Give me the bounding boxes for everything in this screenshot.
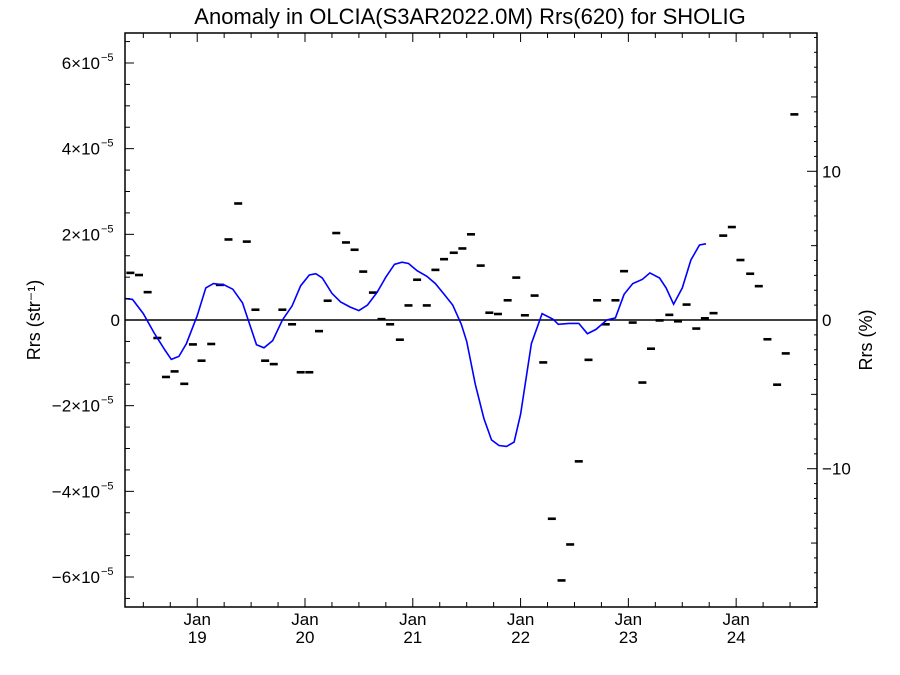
y-left-tick-exponent: −5 xyxy=(101,395,114,407)
y-left-tick-label: 4×10 xyxy=(62,140,100,159)
x-tick-label-year: 21 xyxy=(403,628,422,647)
x-tick-label-month: Jan xyxy=(722,610,749,629)
x-tick-label-month: Jan xyxy=(507,610,534,629)
y-left-tick-label: −6×10 xyxy=(52,568,100,587)
y-axis-left-label: Rrs (str⁻¹) xyxy=(24,280,44,360)
y-axis-right-label: Rrs (%) xyxy=(856,310,876,371)
y-right-tick-label: 10 xyxy=(822,162,841,181)
y-left-tick-exponent: −5 xyxy=(101,566,114,578)
x-tick-label-month: Jan xyxy=(399,610,426,629)
y-left-tick-exponent: −5 xyxy=(101,52,114,64)
y-left-tick-exponent: −5 xyxy=(101,480,114,492)
x-tick-label-month: Jan xyxy=(184,610,211,629)
y-left-tick-exponent: −5 xyxy=(101,223,114,235)
y-left-tick-label: −2×10 xyxy=(52,397,100,416)
x-tick-label-year: 24 xyxy=(727,628,746,647)
plot-marks xyxy=(124,113,817,582)
y-right-tick-label: −10 xyxy=(822,460,851,479)
x-tick-label-month: Jan xyxy=(615,610,642,629)
y-right-tick-label: 0 xyxy=(822,311,831,330)
y-left-tick-exponent: −5 xyxy=(101,138,114,150)
y-left-tick-label: −4×10 xyxy=(52,482,100,501)
smoothed-anomaly-line xyxy=(124,243,707,448)
x-tick-label-year: 19 xyxy=(188,628,207,647)
x-tick-label-year: 20 xyxy=(296,628,315,647)
y-left-tick-label: 2×10 xyxy=(62,225,100,244)
y-left-tick-label: 0 xyxy=(111,311,120,330)
x-tick-label-year: 22 xyxy=(511,628,530,647)
chart-title: Anomaly in OLCIA(S3AR2022.0M) Rrs(620) f… xyxy=(194,4,745,29)
x-tick-label-year: 23 xyxy=(619,628,638,647)
y-left-tick-label: 6×10 xyxy=(62,54,100,73)
x-tick-label-month: Jan xyxy=(291,610,318,629)
